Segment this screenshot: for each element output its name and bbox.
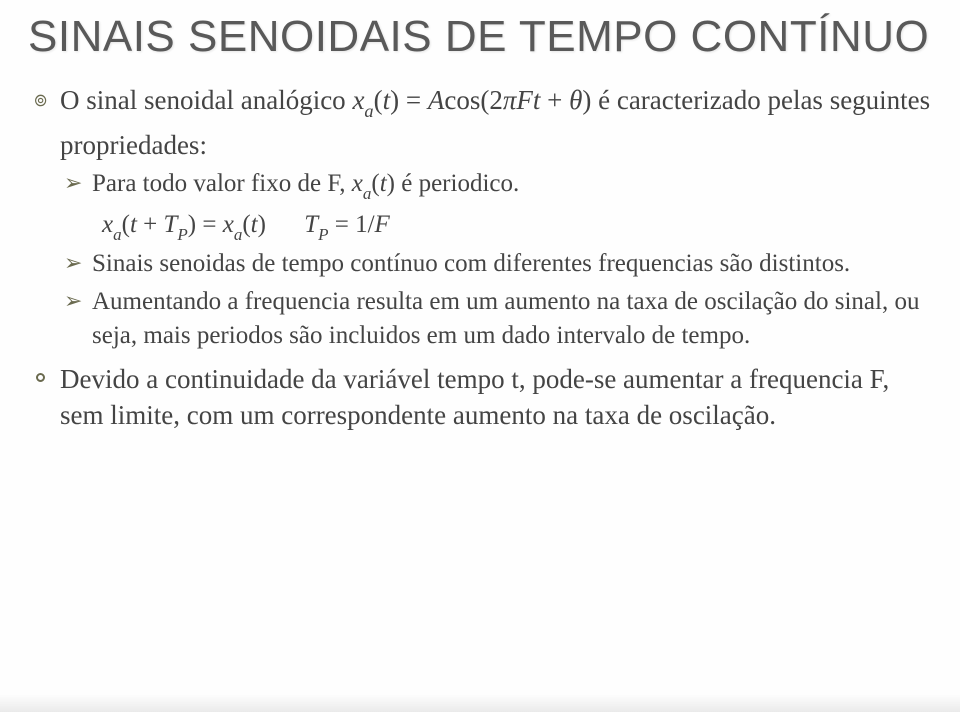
- arrow-icon: ➢: [64, 167, 92, 199]
- sub-row-3: ➢ Aumentando a frequencia resulta em um …: [64, 285, 932, 353]
- formula-line: xa(t + TP) = xa(t) TP = 1/F: [102, 211, 932, 243]
- slide-root: SINAIS SENOIDAIS DE TEMPO CONTÍNUO ๏ O s…: [0, 0, 960, 712]
- body-content: ๏ O sinal senoidal analógico xa(t) = Aco…: [28, 82, 932, 433]
- bullet-row-2: Devido a continuidade da variável tempo …: [34, 361, 932, 433]
- arrow-icon: ➢: [64, 285, 92, 317]
- text-line-1: O sinal senoidal analógico xa(t) = Acos(…: [60, 82, 932, 163]
- line1-part-a: O sinal senoidal analógico: [60, 85, 352, 115]
- line2-part-a: Para todo valor fixo de F,: [92, 170, 352, 197]
- text-line-5: Devido a continuidade da variável tempo …: [60, 361, 932, 433]
- sub-row-1: ➢ Para todo valor fixo de F, xa(t) é per…: [64, 167, 932, 209]
- text-line-3: Sinais senoidas de tempo contínuo com di…: [92, 247, 850, 281]
- hollow-dot-icon: [34, 361, 60, 391]
- arrow-icon: ➢: [64, 247, 92, 279]
- text-line-4: Aumentando a frequencia resulta em um au…: [92, 285, 932, 353]
- inline-formula-2: xa(t): [352, 170, 395, 197]
- sub-row-2: ➢ Sinais senoidas de tempo contínuo com …: [64, 247, 932, 281]
- bullet-row-1: ๏ O sinal senoidal analógico xa(t) = Aco…: [34, 82, 932, 163]
- inline-formula-1: xa(t) = Acos(2πFt + θ): [352, 85, 591, 115]
- swirl-icon: ๏: [34, 82, 60, 116]
- line2-part-b: é periodico.: [395, 170, 519, 197]
- page-title: SINAIS SENOIDAIS DE TEMPO CONTÍNUO: [28, 12, 932, 62]
- formula-left: xa(t + TP) = xa(t): [102, 211, 272, 238]
- text-line-2: Para todo valor fixo de F, xa(t) é perio…: [92, 167, 519, 209]
- formula-right: TP = 1/F: [304, 211, 390, 238]
